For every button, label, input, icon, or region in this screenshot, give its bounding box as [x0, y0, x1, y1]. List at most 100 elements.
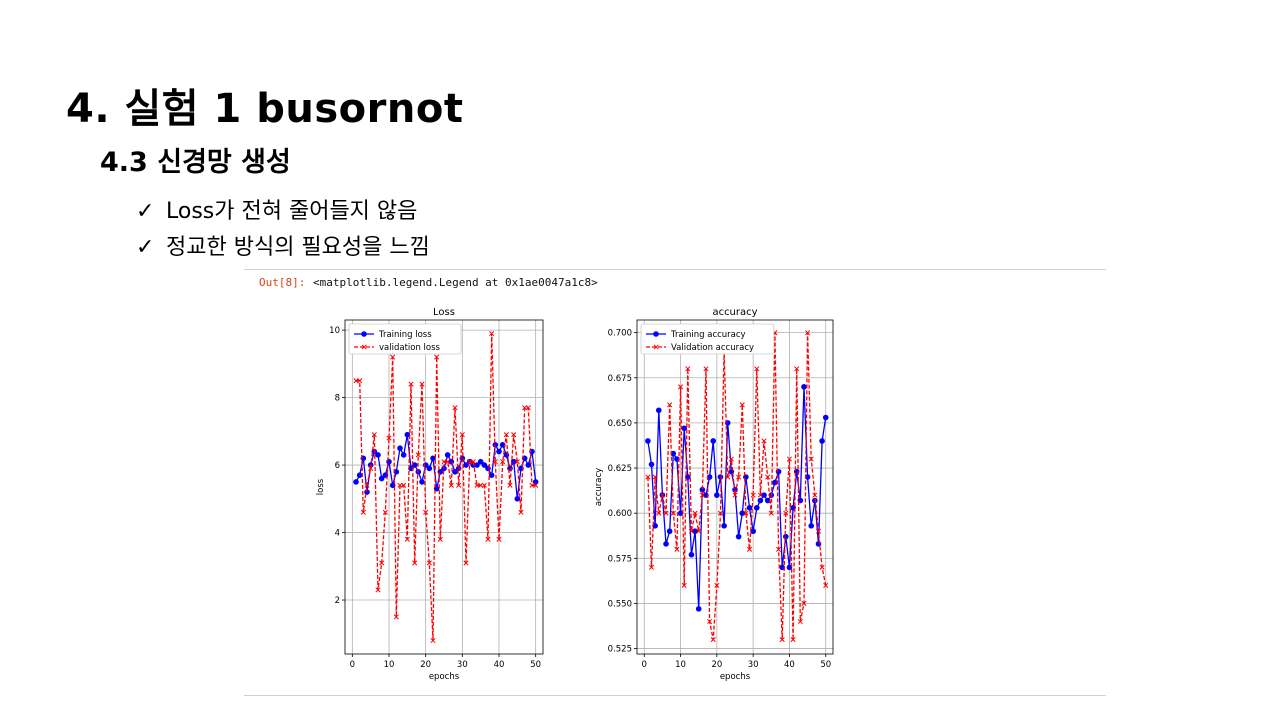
data-point-x — [533, 482, 539, 488]
data-point-x — [710, 637, 716, 643]
data-point — [746, 504, 753, 511]
data-point — [764, 497, 771, 504]
data-point — [375, 452, 381, 458]
data-point-x — [794, 366, 800, 372]
data-point-x — [652, 474, 658, 480]
data-point-x — [681, 582, 687, 588]
data-point-x — [692, 510, 698, 516]
output-prompt: Out[8]: — [259, 276, 306, 289]
data-point — [386, 458, 392, 465]
data-point-x — [481, 482, 487, 488]
data-point-x — [801, 600, 807, 607]
y-tick-label: 0.700 — [608, 329, 632, 339]
data-point — [485, 465, 491, 472]
bullet-list: ✓ Loss가 전혀 줄어들지 않음 ✓ 정교한 방식의 필요성을 느낌 — [136, 194, 430, 266]
data-point-x — [500, 459, 506, 465]
data-point-x — [503, 432, 509, 438]
x-tick-label: 40 — [784, 660, 795, 670]
data-point-x — [386, 435, 392, 441]
legend: Training accuracy Validation accuracy — [640, 323, 775, 355]
y-tick-label: 0.675 — [608, 374, 632, 384]
data-point — [499, 442, 506, 448]
data-point — [753, 504, 760, 511]
x-tick-label: 0 — [350, 660, 355, 670]
data-point-x — [659, 492, 665, 498]
data-point-x — [397, 482, 403, 488]
data-point — [430, 455, 436, 462]
data-point — [655, 407, 662, 414]
data-point-x — [656, 510, 662, 516]
data-point — [477, 458, 484, 465]
data-point-x — [412, 560, 418, 566]
x-tick-label: 10 — [675, 660, 686, 670]
y-tick-label: 0.525 — [608, 645, 632, 655]
data-point — [757, 497, 764, 504]
y-tick-label: 10 — [329, 326, 340, 336]
data-point-x — [743, 510, 749, 516]
y-tick-label: 8 — [335, 394, 340, 404]
data-point — [699, 486, 706, 493]
data-point — [452, 469, 458, 475]
accuracy-chart: accuracy 0 10 20 30 40 50 0.525 0.550 0.575 0.600 0… — [594, 307, 834, 682]
data-point-x — [688, 528, 694, 534]
data-point-x — [754, 366, 760, 372]
data-point — [743, 474, 749, 480]
data-point-x — [776, 546, 782, 552]
data-point-x — [645, 474, 651, 480]
data-point-x — [696, 528, 702, 534]
data-point — [455, 465, 462, 472]
data-point-x — [703, 366, 709, 372]
data-point-x — [492, 459, 498, 465]
data-point-x — [470, 459, 476, 465]
y-tick-label: 0.650 — [608, 419, 632, 429]
data-point — [721, 523, 727, 529]
y-tick-label: 0.575 — [608, 554, 632, 564]
legend-marker — [361, 344, 367, 350]
series-line — [356, 333, 536, 641]
data-point — [648, 461, 655, 468]
data-point-x — [496, 536, 502, 542]
x-tick-label: 10 — [384, 660, 395, 670]
loss-chart: Loss 0 10 20 30 40 50 2 4 6 8 10 epochs loss Training … — [316, 307, 544, 682]
data-point-x — [786, 456, 792, 462]
data-point-x — [375, 587, 381, 593]
cell-top-divider — [244, 269, 1106, 270]
data-point — [714, 492, 720, 498]
data-point — [688, 551, 695, 558]
data-point-x — [663, 510, 669, 516]
data-point-x — [474, 482, 480, 488]
data-point-x — [648, 564, 655, 570]
x-tick-label: 50 — [530, 660, 541, 670]
data-point-x — [353, 378, 359, 384]
data-point — [819, 438, 825, 444]
bullet-item: ✓ Loss가 전혀 줄어들지 않음 — [136, 194, 430, 230]
data-point-x — [768, 510, 774, 516]
data-point — [695, 606, 702, 612]
data-point-x — [717, 510, 724, 516]
bullet-item: ✓ 정교한 방식의 필요성을 느낌 — [136, 230, 430, 266]
data-point-x — [489, 330, 495, 337]
data-point — [786, 564, 793, 571]
legend-label: Validation accuracy — [671, 343, 754, 353]
data-point — [481, 462, 488, 468]
data-point-x — [670, 510, 676, 516]
data-point-x — [815, 528, 822, 534]
data-point-x — [360, 509, 366, 515]
data-point-x — [478, 482, 484, 488]
data-point-x — [393, 614, 399, 620]
data-point-x — [426, 560, 432, 566]
data-point-x — [437, 536, 443, 542]
data-point-x — [379, 560, 385, 566]
data-point — [710, 438, 717, 444]
y-axis-label: loss — [316, 478, 326, 495]
x-axis-label: epochs — [429, 672, 460, 682]
data-point-x — [419, 381, 425, 387]
data-point-x — [456, 482, 462, 488]
data-point — [404, 431, 411, 438]
data-point-x — [674, 546, 680, 552]
data-point-x — [434, 354, 440, 360]
data-point-x — [445, 459, 451, 465]
data-point-x — [408, 381, 414, 387]
data-point-x — [678, 384, 684, 390]
data-point-x — [823, 582, 829, 588]
